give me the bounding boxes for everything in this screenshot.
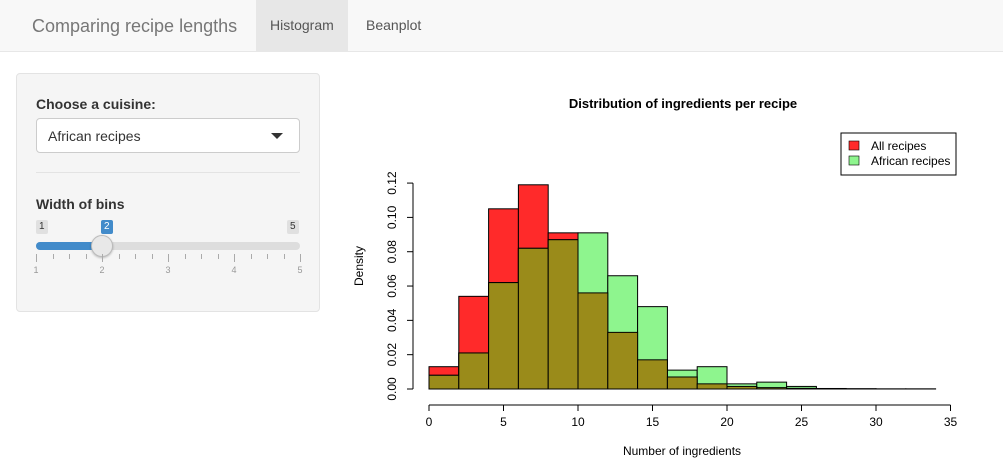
y-ticks: 0.00 0.02 0.04 0.06 0.08 0.10 0.12 [385, 171, 413, 401]
slider-fill [36, 242, 102, 250]
histogram-bar-overlap [666, 376, 698, 390]
slider-max-label: 5 [287, 220, 299, 234]
x-tick-label: 30 [869, 415, 883, 429]
slider-min-label: 1 [36, 220, 48, 234]
histogram-bar-overlap [547, 239, 579, 390]
navbar: Comparing recipe lengths Histogram Beanp… [0, 0, 1003, 52]
slider-minor-tick [283, 254, 285, 259]
tab-histogram[interactable]: Histogram [256, 0, 348, 51]
x-tick-label: 5 [500, 415, 507, 429]
slider-minor-tick [217, 254, 219, 259]
slider-value-label: 2 [101, 220, 113, 234]
histogram-bar-overlap [726, 385, 758, 390]
histogram-bar-overlap [458, 352, 490, 390]
slider-major-tick [234, 254, 235, 262]
slider-major-tick [168, 254, 169, 262]
legend-swatch-african-recipes [848, 155, 860, 166]
x-tick-label: 35 [944, 415, 958, 429]
histogram-bar-overlap [488, 282, 519, 390]
legend-box [840, 132, 957, 176]
histogram-bar-all-recipes [815, 387, 847, 390]
series-overlap [428, 239, 817, 390]
cuisine-select[interactable]: African recipes [36, 118, 300, 153]
y-tick-label: 0.12 [385, 171, 399, 195]
histogram-chart: Distribution of ingredients per recipe 0… [352, 96, 958, 458]
slider-grid-label: 4 [231, 265, 237, 275]
slider-minor-tick [267, 254, 268, 259]
slider-minor-tick [250, 254, 252, 259]
x-tick-label: 10 [571, 415, 585, 429]
histogram-bar-overlap [786, 387, 817, 390]
y-tick-label: 0.06 [385, 274, 399, 298]
slider-minor-tick [85, 254, 87, 259]
histogram-bar-overlap [428, 374, 460, 390]
x-tick-label: 25 [795, 415, 809, 429]
slider-grid-label: 3 [165, 265, 171, 275]
slider-grid-label: 5 [297, 265, 303, 275]
cuisine-label: Choose a cuisine: [36, 96, 156, 112]
slider-grid-label: 1 [33, 265, 39, 275]
slider-minor-tick [184, 254, 186, 259]
slider-minor-tick [52, 254, 54, 259]
divider [36, 172, 300, 173]
x-tick-label: 0 [426, 415, 433, 429]
tab-beanplot[interactable]: Beanplot [366, 17, 422, 33]
legend-swatch-all-recipes [848, 140, 860, 151]
histogram-bar-overlap [607, 331, 639, 390]
x-tick-label: 15 [646, 415, 660, 429]
y-tick-label: 0.00 [385, 377, 399, 401]
slider-major-tick [36, 254, 37, 262]
slider-major-tick [300, 254, 301, 262]
slider-major-tick [102, 254, 103, 262]
chevron-down-icon [271, 133, 283, 139]
slider-minor-tick [135, 254, 136, 259]
sidebar-panel: Choose a cuisine: African recipes Width … [16, 73, 320, 312]
y-tick-label: 0.08 [385, 240, 399, 264]
cuisine-select-value: African recipes [48, 128, 141, 144]
x-axis-label: Number of ingredients [623, 444, 741, 458]
legend-label-african-recipes: African recipes [871, 154, 950, 168]
slider-minor-tick [151, 254, 153, 259]
slider-minor-tick [69, 254, 70, 259]
y-tick-label: 0.04 [385, 308, 399, 332]
legend: All recipes African recipes [840, 132, 957, 176]
histogram-bar-overlap [577, 292, 609, 390]
bins-label: Width of bins [36, 196, 125, 212]
histogram-bar-overlap [696, 383, 728, 390]
slider-grid-label: 2 [99, 265, 105, 275]
histogram-bar-overlap [637, 359, 668, 390]
y-axis-label: Density [352, 246, 366, 286]
app-title: Comparing recipe lengths [32, 16, 238, 36]
bins-slider[interactable] [36, 235, 300, 257]
chart-title: Distribution of ingredients per recipe [569, 96, 797, 111]
x-ticks: 0 5 10 15 20 25 30 35 [426, 405, 958, 429]
histogram-bar-overlap [756, 387, 788, 390]
legend-label-all-recipes: All recipes [871, 139, 926, 153]
slider-minor-tick [201, 254, 202, 259]
histogram-bar-overlap [517, 247, 549, 390]
y-tick-label: 0.10 [385, 205, 399, 229]
y-tick-label: 0.02 [385, 343, 399, 367]
x-tick-label: 20 [720, 415, 734, 429]
slider-minor-tick [118, 254, 120, 259]
